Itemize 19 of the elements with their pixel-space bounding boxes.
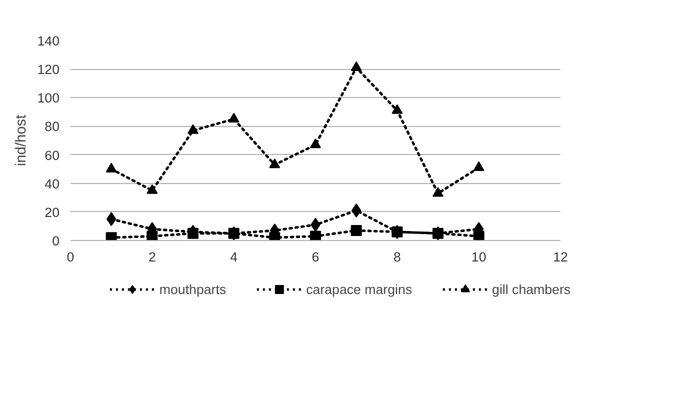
y-tick-label: 100 — [37, 90, 60, 106]
y-tick-label: 40 — [44, 176, 60, 192]
x-tick-label: 6 — [312, 250, 320, 264]
legend-label: gill chambers — [492, 282, 571, 296]
legend-label: mouthparts — [159, 282, 226, 296]
x-tick-label: 10 — [471, 250, 486, 264]
x-tick-label: 8 — [393, 250, 401, 264]
x-tick-label: 2 — [148, 250, 156, 264]
x-tick-label: 0 — [66, 250, 74, 264]
legend-label: carapace margins — [306, 282, 412, 296]
y-tick-label: 80 — [44, 119, 60, 134]
x-tick-label: 12 — [553, 250, 568, 264]
x-tick-label: 4 — [230, 250, 238, 264]
y-tick-label: 0 — [52, 234, 60, 248]
y-tick-label: 20 — [44, 204, 60, 220]
y-axis-title: ind/host — [13, 114, 30, 166]
y-tick-label: 60 — [44, 148, 60, 163]
y-tick-label: 140 — [37, 34, 60, 48]
y-tick-label: 120 — [37, 62, 60, 78]
